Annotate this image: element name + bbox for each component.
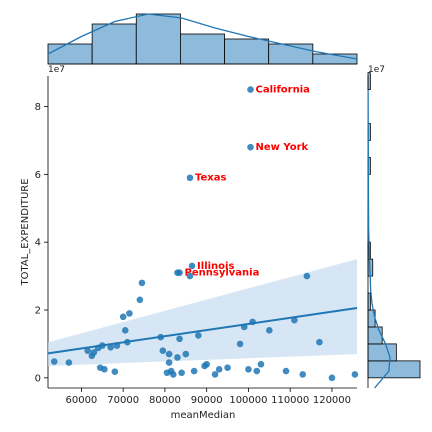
- point-annotation: Illinois: [197, 261, 234, 272]
- annotated-point: [186, 174, 194, 182]
- scatter-point: [107, 344, 114, 351]
- marginal-y-histogram: [367, 72, 421, 389]
- point-annotation: New York: [256, 142, 309, 153]
- confidence-band: [48, 259, 357, 366]
- y-tick-label: 0: [35, 373, 41, 384]
- scatter-point: [138, 279, 146, 287]
- scatter-point: [121, 327, 129, 334]
- y-tick-label: 8: [35, 102, 41, 113]
- scatter-point: [126, 310, 133, 317]
- x-tick-label: 120000: [313, 395, 351, 406]
- point-annotation: Pennsylvania: [185, 268, 260, 279]
- annotated-point: [188, 262, 196, 270]
- scatter-point: [303, 272, 311, 280]
- annotated-point: [176, 269, 183, 276]
- top-hist-bar: [91, 23, 137, 65]
- scatter-point: [195, 332, 202, 339]
- regression-line: [47, 306, 358, 355]
- scatter-point: [266, 327, 273, 334]
- scatter-point: [101, 366, 108, 373]
- scatter-point: [215, 366, 223, 373]
- annotated-point: [247, 143, 254, 151]
- point-annotation: California: [256, 85, 310, 96]
- point-annotation: Texas: [195, 173, 226, 184]
- scatter-point: [65, 359, 73, 366]
- scatter-point: [299, 371, 307, 378]
- scatter-point: [190, 367, 198, 375]
- scatter-point: [328, 374, 336, 382]
- scatter-point: [84, 347, 91, 354]
- scatter-point: [224, 364, 231, 371]
- top-hist-bar: [268, 43, 314, 65]
- scatter-point: [165, 359, 173, 366]
- right-hist-bar: [367, 343, 397, 362]
- scatter-point: [282, 367, 290, 375]
- scatter-point: [174, 354, 181, 361]
- scatter-point: [178, 369, 185, 377]
- right-kde-curve: [367, 89, 391, 389]
- scatter-point: [351, 371, 359, 378]
- y-tick-label: 6: [35, 170, 41, 181]
- y-tick-label: 4: [35, 238, 41, 249]
- x-tick-label: 110000: [271, 395, 309, 406]
- marginal-x-histogram: [47, 13, 358, 65]
- annotated-point: [247, 86, 254, 93]
- right-hist-bar: [367, 326, 383, 345]
- scatter-point: [50, 358, 58, 365]
- top-hist-bar: [224, 38, 270, 65]
- scatter-point: [111, 368, 119, 376]
- scatter-point: [119, 313, 127, 321]
- scatter-plot-area: California New York Texas IllinoisPennsylva…: [35, 76, 359, 406]
- top-kde-curve: [47, 13, 358, 60]
- scatter-point: [169, 371, 177, 378]
- x-tick-label: 90000: [191, 395, 223, 406]
- scatter-point: [203, 360, 210, 368]
- scatter-point: [211, 371, 219, 378]
- x-tick-label: 60000: [65, 395, 97, 406]
- top-hist-bar: [135, 13, 181, 65]
- scatter-point: [182, 350, 190, 358]
- y-axis-label: TOTAL_EXPENDITURE: [20, 178, 31, 286]
- y-tick-label: 2: [35, 306, 41, 317]
- scatter-point: [159, 347, 167, 354]
- marginal-y-offset-label: 1e7: [368, 65, 385, 75]
- scatter-point: [176, 335, 183, 343]
- right-hist-bar: [367, 360, 421, 379]
- top-hist-bar: [47, 43, 93, 65]
- top-hist-bar: [180, 33, 225, 65]
- scatter-point: [257, 360, 265, 368]
- scatter-point: [316, 338, 323, 346]
- scatter-point: [165, 350, 173, 358]
- scatter-point: [186, 272, 194, 280]
- scatter-point: [90, 349, 98, 356]
- y-offset-label: 1e7: [48, 65, 65, 75]
- x-tick-label: 70000: [107, 395, 139, 406]
- x-tick-label: 80000: [149, 395, 181, 406]
- scatter-point: [136, 296, 144, 304]
- scatter-point: [253, 367, 261, 375]
- scatter-point: [236, 340, 244, 348]
- x-tick-label: 100000: [229, 395, 267, 406]
- scatter-point: [291, 316, 298, 324]
- x-axis-label: meanMedian: [171, 410, 236, 421]
- scatter-point: [245, 366, 252, 373]
